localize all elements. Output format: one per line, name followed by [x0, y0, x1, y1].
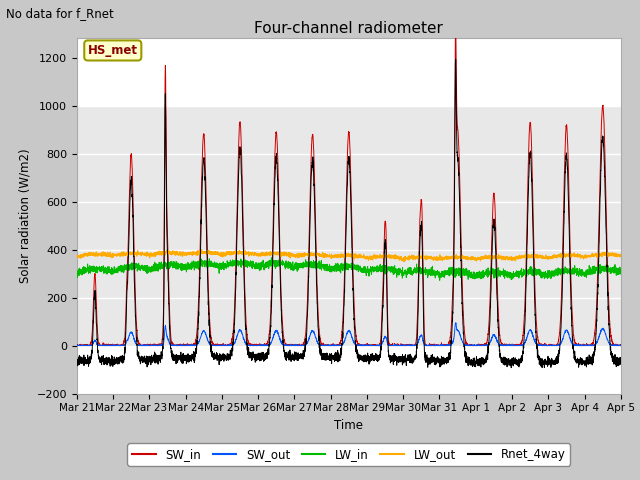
Text: HS_met: HS_met [88, 44, 138, 57]
Text: No data for f_Rnet: No data for f_Rnet [6, 7, 114, 20]
Title: Four-channel radiometer: Four-channel radiometer [254, 21, 444, 36]
X-axis label: Time: Time [334, 419, 364, 432]
Y-axis label: Solar radiation (W/m2): Solar radiation (W/m2) [18, 149, 31, 283]
Legend: SW_in, SW_out, LW_in, LW_out, Rnet_4way: SW_in, SW_out, LW_in, LW_out, Rnet_4way [127, 444, 570, 466]
Bar [77, 106, 621, 346]
